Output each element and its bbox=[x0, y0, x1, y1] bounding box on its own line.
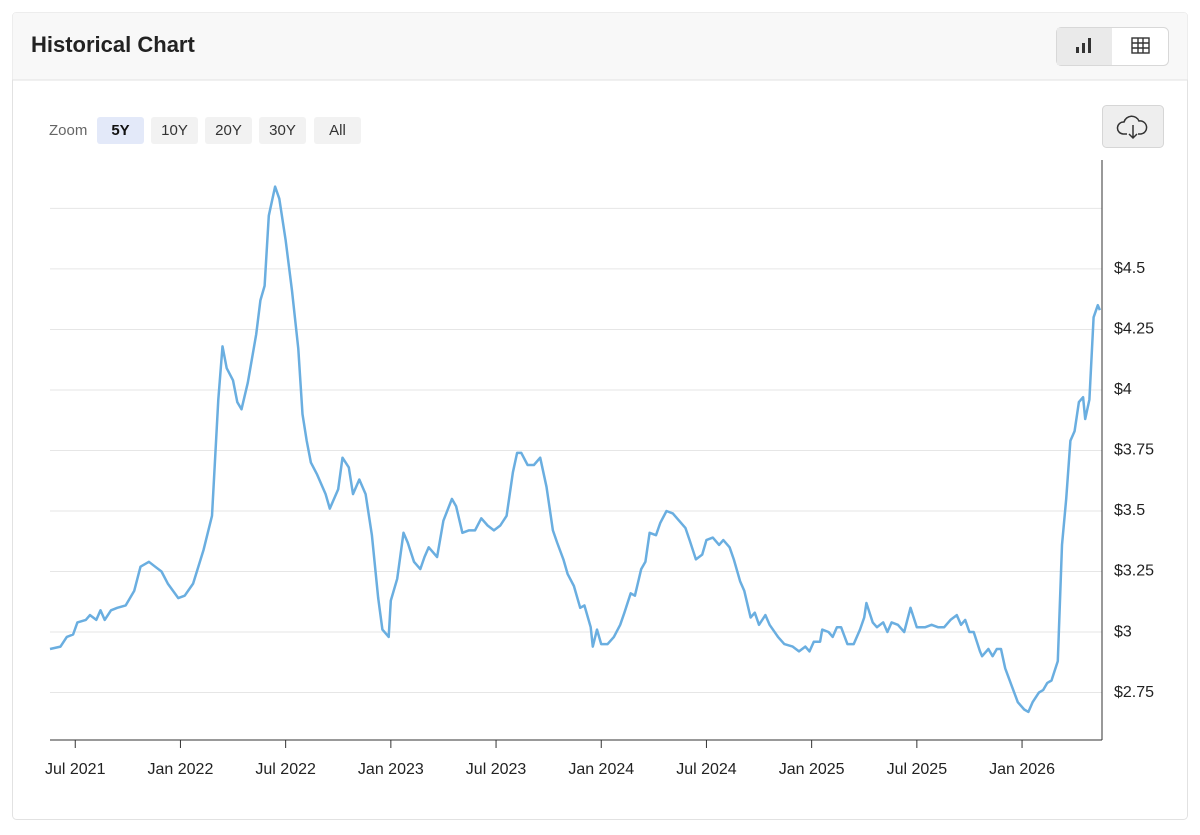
icon bbox=[1076, 47, 1079, 53]
table-view-btn[interactable] bbox=[1131, 37, 1150, 54]
zoom-label: Zoom bbox=[49, 122, 87, 139]
x-tick-label: Jul 2022 bbox=[255, 761, 316, 778]
zoom-button[interactable] bbox=[259, 117, 306, 144]
y-tick-label: $4.5 bbox=[1114, 260, 1145, 277]
x-tick-label: Jul 2021 bbox=[45, 761, 106, 778]
y-tick-label: $3.25 bbox=[1114, 563, 1154, 580]
zoom-button[interactable] bbox=[151, 117, 198, 144]
x-tick-label: Jan 2026 bbox=[989, 761, 1055, 778]
x-tick-label: Jan 2022 bbox=[148, 761, 214, 778]
header-bg bbox=[12, 12, 1188, 80]
x-tick-label: Jan 2024 bbox=[568, 761, 634, 778]
y-tick-label: $3 bbox=[1114, 623, 1132, 640]
icon bbox=[1116, 115, 1148, 135]
zoom-button-label[interactable]: All bbox=[329, 122, 346, 139]
zoom-button[interactable] bbox=[205, 117, 252, 144]
view-toggle[interactable] bbox=[1056, 27, 1169, 66]
x-tick-label: Jan 2025 bbox=[779, 761, 845, 778]
y-tick-label: $4 bbox=[1114, 381, 1132, 398]
zoom-button-label[interactable]: 30Y bbox=[269, 122, 296, 139]
zoom-button[interactable] bbox=[97, 117, 144, 144]
icon bbox=[1128, 125, 1138, 140]
y-tick-label: $3.75 bbox=[1114, 442, 1154, 459]
zoom-button-label[interactable]: 10Y bbox=[161, 122, 188, 139]
icon bbox=[1131, 37, 1150, 54]
zoom-button[interactable] bbox=[314, 117, 361, 144]
icon bbox=[1088, 38, 1091, 53]
x-tick-label: Jan 2023 bbox=[358, 761, 424, 778]
y-tick-label: $4.25 bbox=[1114, 321, 1154, 338]
zoom-options: 5Y 10Y 20Y 30Y All bbox=[97, 117, 361, 144]
icon bbox=[1082, 43, 1085, 53]
x-tick-label: Jul 2024 bbox=[676, 761, 737, 778]
zoom-button-label[interactable]: 5Y bbox=[111, 122, 129, 139]
y-tick-label: $3.5 bbox=[1114, 502, 1145, 519]
download-btn[interactable] bbox=[1102, 105, 1164, 148]
x-tick-label: Jul 2025 bbox=[887, 761, 948, 778]
y-tick-label: $2.75 bbox=[1114, 684, 1154, 701]
title: Historical Chart bbox=[31, 32, 195, 57]
x-tick-label: Jul 2023 bbox=[466, 761, 527, 778]
zoom-button-label[interactable]: 20Y bbox=[215, 122, 242, 139]
price-line bbox=[49, 185, 1102, 714]
